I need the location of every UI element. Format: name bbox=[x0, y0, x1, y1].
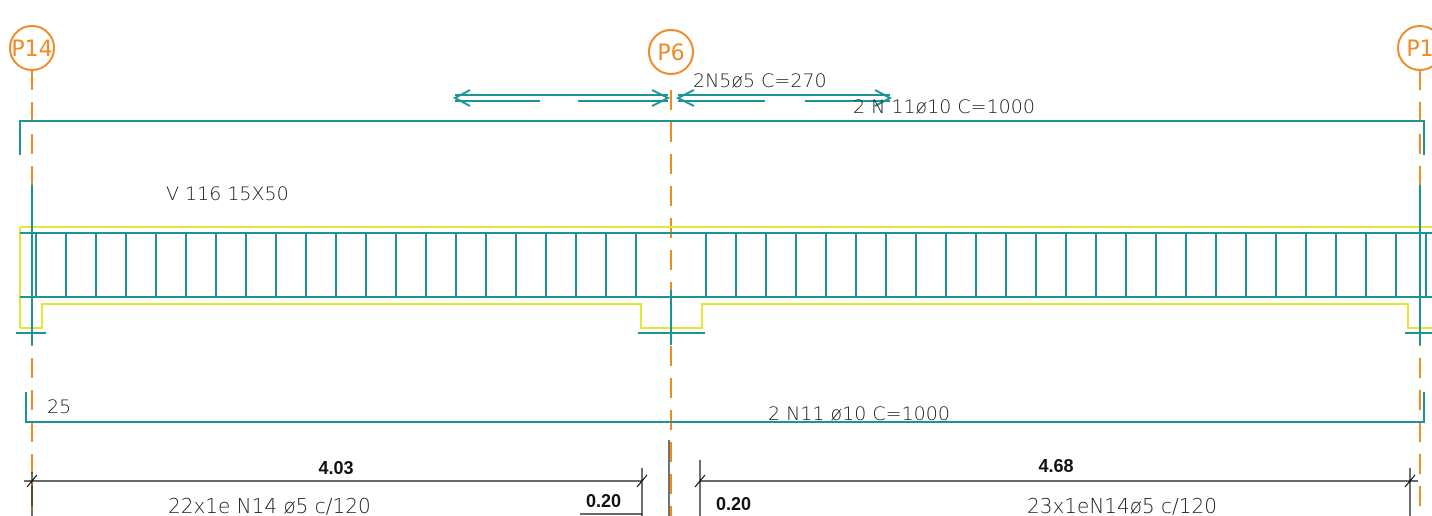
anchor-length-label: 25 bbox=[47, 396, 71, 418]
top-rebar-label: 2 N 11ø10 C=1000 bbox=[853, 96, 1035, 118]
pillar-marker-p6: P6 bbox=[648, 29, 694, 75]
pillar-marker-p14: P14 bbox=[9, 25, 55, 71]
pillar-marker-p1: P1 bbox=[1397, 25, 1432, 71]
negative-rebar bbox=[452, 89, 893, 107]
top-rebar bbox=[19, 120, 1425, 155]
stirrups-left-label: 22x1e N14 ø5 c/120 bbox=[168, 494, 371, 516]
stirrups-right-label: 23x1eN14ø5 c/120 bbox=[1027, 494, 1217, 516]
beam-label: V 116 15X50 bbox=[166, 183, 289, 205]
negative-rebar-label: 2N5ø5 C=270 bbox=[693, 70, 827, 92]
pillar-label: P1 bbox=[1406, 37, 1432, 62]
span-right-dimension: 4.68 bbox=[1038, 456, 1073, 476]
bottom-rebar bbox=[25, 392, 1425, 423]
support-right-dimension: 0.20 bbox=[716, 494, 751, 514]
dimension-lines bbox=[24, 440, 1418, 516]
stirrup-cage bbox=[16, 185, 1432, 345]
pillar-axes bbox=[31, 70, 1421, 516]
support-left-dimension: 0.20 bbox=[586, 491, 621, 511]
pillar-label: P14 bbox=[11, 37, 52, 62]
beam-outline bbox=[19, 226, 1432, 329]
span-left-dimension: 4.03 bbox=[318, 458, 353, 478]
bottom-rebar-label: 2 N11 ø10 C=1000 bbox=[768, 403, 950, 425]
pillar-label: P6 bbox=[657, 41, 684, 66]
